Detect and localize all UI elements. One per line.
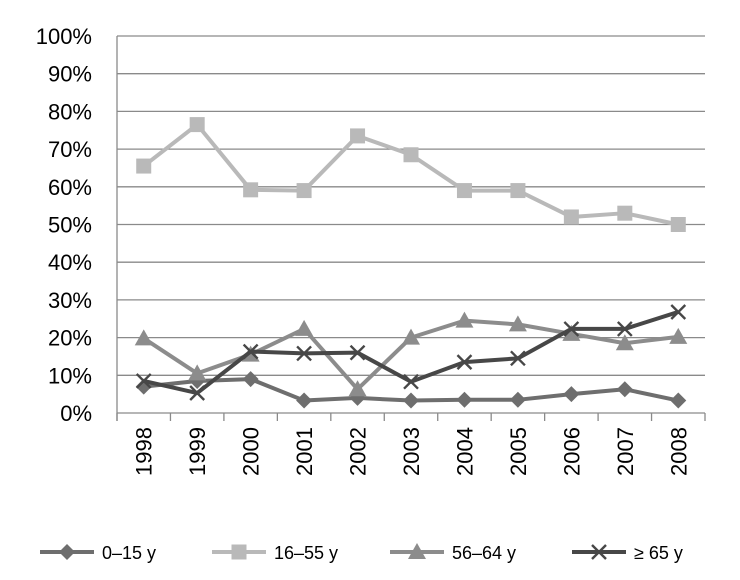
x-tick-label: 2000	[239, 427, 264, 476]
x-tick-label: 2005	[506, 427, 531, 476]
data-point	[670, 392, 687, 409]
data-point	[670, 304, 687, 320]
legend-marker	[408, 543, 426, 559]
data-point	[509, 391, 526, 408]
data-point	[350, 128, 366, 144]
data-point	[296, 183, 312, 199]
series-3	[134, 311, 688, 397]
data-point	[189, 385, 206, 401]
data-point	[189, 117, 205, 133]
data-point	[563, 321, 580, 337]
data-point	[348, 380, 367, 397]
x-axis-tick-labels: 1998 1999 2000 2001 2002 2003 2004 2005 2006 2007…	[132, 427, 692, 476]
data-point	[670, 217, 686, 232]
series-2	[136, 117, 686, 232]
x-tick-label: 2006	[559, 427, 584, 476]
data-point	[295, 319, 314, 336]
x-tick-label: 2001	[292, 427, 317, 476]
y-tick-label: 40%	[48, 250, 92, 275]
x-mark-stroke	[242, 343, 259, 360]
data-point	[296, 392, 313, 409]
legend-marker	[591, 544, 607, 560]
data-point	[188, 364, 207, 381]
data-point	[616, 321, 633, 337]
legend-marker	[231, 544, 247, 560]
legend-marker	[59, 544, 75, 560]
series-1	[135, 371, 687, 409]
x-mark-stroke	[616, 321, 633, 337]
data-point	[562, 324, 581, 341]
x-tick-label: 2003	[399, 427, 424, 476]
x-mark-stroke	[510, 350, 526, 367]
y-tick-label: 100%	[36, 24, 92, 49]
x-mark-stroke	[456, 354, 473, 370]
legend-item: 56–64 y	[390, 543, 516, 563]
axes	[116, 36, 706, 421]
legend-item: 0–15 y	[40, 543, 156, 563]
data-point	[296, 345, 312, 362]
gridlines	[117, 35, 705, 376]
x-tick-label: 2008	[666, 427, 691, 476]
data-point	[615, 334, 634, 351]
data-point	[563, 386, 580, 403]
data-point	[456, 183, 472, 199]
series-4	[135, 304, 687, 401]
x-tick-label: 2007	[613, 427, 638, 476]
data-point	[403, 147, 419, 163]
x-tick-label: 1999	[185, 427, 210, 476]
x-mark-stroke	[403, 373, 419, 390]
data-point	[455, 311, 474, 328]
legend-label: ≥ 65 y	[634, 543, 683, 563]
data-point	[508, 315, 527, 332]
data-point	[403, 373, 419, 390]
legend: 0–15 y 16–55 y 56–64 y ≥ 65 y	[40, 543, 683, 563]
series-line	[142, 122, 679, 227]
x-tick-label: 1998	[132, 427, 157, 476]
y-axis-tick-labels: 0% 10% 20% 30% 40% 50% 60% 70% 80% 90% 100%	[36, 24, 92, 426]
series-layer	[134, 117, 688, 409]
data-point	[617, 205, 633, 221]
legend-label: 56–64 y	[452, 543, 516, 563]
legend-item: 16–55 y	[212, 543, 338, 563]
y-tick-label: 10%	[48, 363, 92, 388]
data-point	[456, 391, 473, 408]
x-mark-stroke	[563, 321, 580, 337]
y-tick-label: 70%	[48, 137, 92, 162]
data-point	[616, 381, 633, 398]
legend-label: 0–15 y	[102, 543, 156, 563]
data-point	[134, 329, 153, 346]
x-mark-stroke	[189, 385, 206, 401]
data-point	[669, 327, 688, 344]
data-point	[349, 344, 366, 361]
x-mark-stroke	[670, 304, 687, 320]
x-mark-stroke	[591, 544, 607, 560]
x-mark-stroke	[135, 373, 152, 389]
y-tick-label: 60%	[48, 175, 92, 200]
data-point	[243, 182, 259, 198]
legend-item: ≥ 65 y	[572, 543, 683, 563]
y-tick-label: 50%	[48, 213, 92, 238]
data-point	[402, 328, 420, 345]
x-mark-stroke	[349, 344, 366, 361]
data-point	[242, 343, 259, 360]
y-tick-label: 30%	[48, 288, 92, 313]
x-tick-label: 2002	[346, 427, 371, 476]
y-tick-label: 0%	[60, 401, 92, 426]
data-point	[456, 354, 473, 370]
data-point	[135, 373, 152, 389]
data-point	[403, 392, 419, 409]
data-point	[563, 209, 579, 225]
x-mark-stroke	[296, 345, 312, 362]
y-tick-label: 20%	[48, 326, 92, 351]
legend-label: 16–55 y	[274, 543, 338, 563]
data-point	[242, 371, 259, 388]
y-tick-label: 90%	[48, 62, 92, 87]
data-point	[136, 158, 152, 174]
data-point	[510, 183, 526, 199]
x-tick-label: 2004	[452, 427, 477, 476]
data-point	[510, 350, 526, 367]
y-tick-label: 80%	[48, 99, 92, 124]
